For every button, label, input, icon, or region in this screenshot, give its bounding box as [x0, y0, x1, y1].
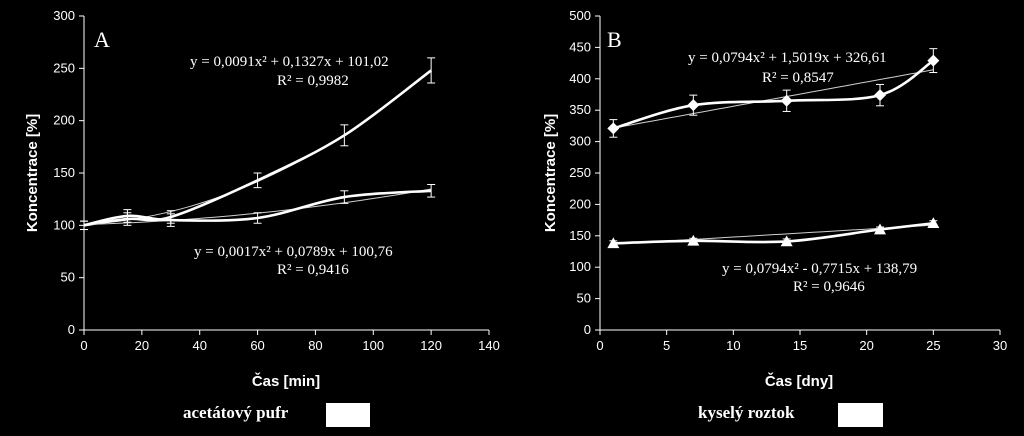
- panel-b-r2-lower: R² = 0,9646: [793, 279, 865, 295]
- panel-b-series-0-point: [780, 94, 793, 107]
- panel-a-x-tick-label: 100: [362, 338, 384, 353]
- panel-a-label: A: [94, 27, 110, 52]
- panel-a-r2-lower: R² = 0,9416: [277, 262, 349, 278]
- panel-b-y-tick-label: 100: [569, 259, 591, 274]
- panel-a-series-0-line: [83, 69, 432, 227]
- panel-a-x-tick-label: 60: [250, 338, 264, 353]
- chart-panel-b: B y = 0,0794x² + 1,5019x + 326,61 R² = 0…: [542, 8, 1007, 390]
- panel-b-x-tick-label: 30: [993, 338, 1007, 353]
- panel-a-y-tick-label: 0: [68, 322, 75, 337]
- panel-a-x-tick-label: 120: [420, 338, 442, 353]
- panel-b-x-tick-label: 20: [859, 338, 873, 353]
- panel-b-equation-lower: y = 0,0794x² - 0,7715x + 138,79: [722, 261, 917, 277]
- panel-b-series-1-point: [874, 223, 886, 235]
- panel-b-x-tick-label: 15: [793, 338, 807, 353]
- panel-a-x-tick-label: 80: [308, 338, 322, 353]
- panel-b-x-tick-label: 5: [663, 338, 670, 353]
- panel-b-y-tick-label: 200: [569, 196, 591, 211]
- panel-b-series-0-trendline: [613, 69, 934, 129]
- panel-b-y-tick-label: 450: [569, 39, 591, 54]
- panel-a-y-tick-label: 250: [53, 60, 75, 75]
- chart-panel-a: A y = 0,0091x² + 0,1327x + 101,02 R² = 0…: [24, 8, 500, 390]
- panel-a-series-0-trendline: [83, 70, 432, 225]
- panel-b-series-0-point: [927, 54, 940, 67]
- panel-a-x-tick-label: 20: [135, 338, 149, 353]
- panel-b-y-tick-label: 250: [569, 165, 591, 180]
- panel-b-y-axis-label: Koncentrace [%]: [542, 114, 559, 232]
- panel-a-y-axis-label: Koncentrace [%]: [24, 114, 41, 232]
- panel-b-y-tick-label: 300: [569, 134, 591, 149]
- panel-b-y-tick-label: 400: [569, 71, 591, 86]
- panel-b-series-0-point: [874, 89, 886, 102]
- panel-b-series-0-point: [607, 122, 620, 135]
- panel-b-equation-upper: y = 0,0794x² + 1,5019x + 326,61: [688, 50, 887, 66]
- panel-b-y-tick-label: 0: [584, 322, 591, 337]
- panel-a-x-axis-label: Čas [min]: [252, 372, 320, 390]
- panel-b-r2-upper: R² = 0,8547: [762, 70, 834, 86]
- panel-b-y-tick-label: 150: [569, 228, 591, 243]
- panel-a-series-1-line: [83, 189, 432, 227]
- panel-a-y-tick-label: 50: [61, 270, 75, 285]
- panel-a-equation-upper: y = 0,0091x² + 0,1327x + 101,02: [190, 54, 389, 70]
- panel-a-y-tick-label: 300: [53, 8, 75, 23]
- panel-a-r2-upper: R² = 0,9982: [277, 73, 349, 89]
- panel-b-series-1-point: [927, 217, 940, 229]
- legend-label-b: kyselý roztok: [698, 403, 795, 422]
- panel-b-x-tick-label: 25: [926, 338, 940, 353]
- panel-b-label: B: [607, 27, 622, 52]
- panel-b-series-1-point: [607, 237, 620, 249]
- legend-swatch-a: [326, 403, 370, 427]
- legend-swatch-b: [838, 403, 883, 427]
- panel-a-y-tick-label: 150: [53, 165, 75, 180]
- panel-b-series-1-point: [687, 234, 700, 246]
- panel-b-y-tick-label: 50: [577, 291, 591, 306]
- panel-a-y-tick-label: 200: [53, 113, 75, 128]
- panel-a-equation-lower: y = 0,0017x² + 0,0789x + 100,76: [194, 244, 393, 260]
- panel-a-x-tick-label: 140: [478, 338, 500, 353]
- panel-b-x-axis-label: Čas [dny]: [765, 372, 833, 390]
- panel-a-x-tick-label: 0: [80, 338, 87, 353]
- panel-b-series-0-point: [687, 99, 700, 112]
- panel-b-x-tick-label: 10: [726, 338, 740, 353]
- panel-a-x-tick-label: 40: [192, 338, 206, 353]
- legend-label-a: acetátový pufr: [183, 403, 289, 422]
- panel-b-y-tick-label: 350: [569, 102, 591, 117]
- panel-b-x-tick-label: 0: [596, 338, 603, 353]
- panel-b-series-1-point: [780, 235, 793, 247]
- panel-a-y-tick-label: 100: [53, 217, 75, 232]
- panel-b-y-tick-label: 500: [569, 8, 591, 23]
